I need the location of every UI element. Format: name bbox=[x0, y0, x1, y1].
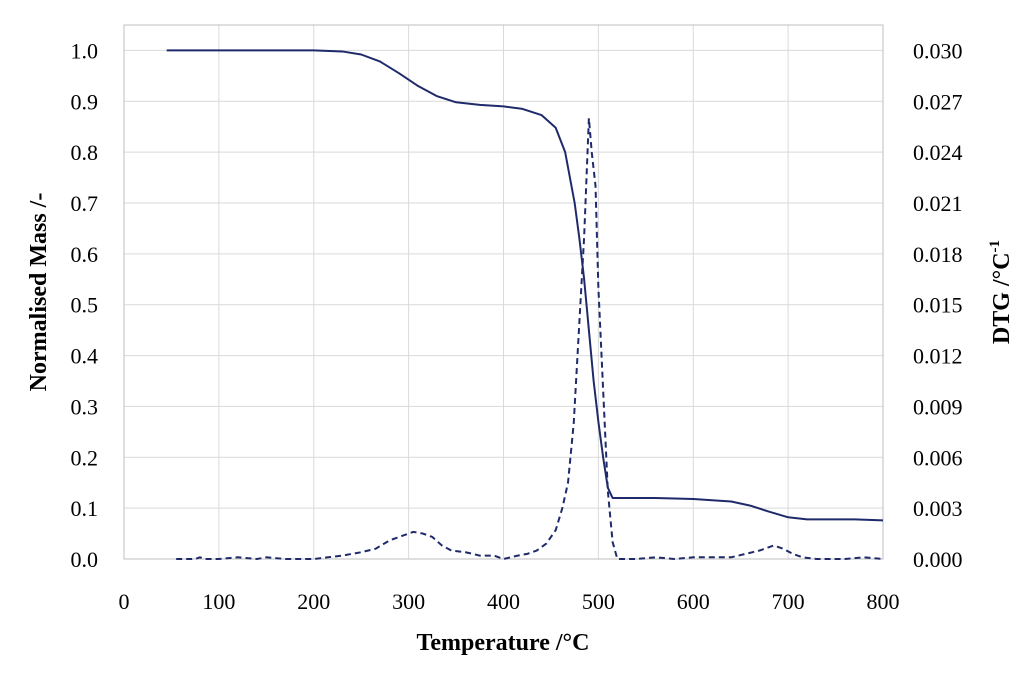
y2-tick-label: 0.003 bbox=[913, 496, 963, 521]
x-tick-label: 200 bbox=[297, 589, 330, 614]
y2-tick-label: 0.000 bbox=[913, 547, 963, 572]
y-tick-label: 0.1 bbox=[71, 496, 99, 521]
y-tick-label: 1.0 bbox=[71, 38, 99, 63]
y-tick-label: 0.6 bbox=[71, 242, 99, 267]
plot-area-frame bbox=[123, 24, 884, 560]
y-axis-title: Normalised Mass /- bbox=[26, 193, 52, 392]
x-tick-label: 300 bbox=[392, 589, 425, 614]
y2-tick-label: 0.009 bbox=[913, 394, 963, 419]
y-tick-label: 0.0 bbox=[71, 547, 99, 572]
y2-tick-label: 0.006 bbox=[913, 445, 963, 470]
y-tick-label: 0.8 bbox=[71, 140, 99, 165]
series-group bbox=[166, 49, 884, 560]
y2-axis-title: DTG /°C-1 bbox=[987, 240, 1015, 344]
x-tick-label: 500 bbox=[582, 589, 615, 614]
x-tick-label: 0 bbox=[119, 589, 130, 614]
x-axis-title: Temperature /°C bbox=[417, 630, 590, 656]
y2-axis-title-superscript: -1 bbox=[987, 240, 1003, 253]
x-tick-label: 400 bbox=[487, 589, 520, 614]
y-tick-label: 0.4 bbox=[71, 344, 99, 369]
y2-tick-label: 0.027 bbox=[913, 89, 963, 114]
dtg-series-line bbox=[176, 117, 884, 560]
y2-tick-label: 0.012 bbox=[913, 344, 963, 369]
y-tick-label: 0.9 bbox=[71, 89, 99, 114]
y-tick-label: 0.5 bbox=[71, 293, 99, 318]
y-tick-label: 0.2 bbox=[71, 445, 99, 470]
y2-tick-label: 0.024 bbox=[913, 140, 963, 165]
grid bbox=[123, 25, 884, 560]
y-tick-label: 0.3 bbox=[71, 394, 99, 419]
y-tick-label: 0.7 bbox=[71, 191, 99, 216]
y2-tick-label: 0.015 bbox=[913, 293, 963, 318]
mass-series-line bbox=[166, 49, 884, 522]
x-tick-label: 100 bbox=[202, 589, 235, 614]
y2-tick-label: 0.018 bbox=[913, 242, 963, 267]
y2-tick-label: 0.030 bbox=[913, 38, 963, 63]
y2-axis-title-main: DTG /°C bbox=[989, 252, 1015, 344]
tick-labels: 0 100 200 300 400 500 600 700 800 0.0 0.1 0.2 0.3 0.4… bbox=[71, 38, 963, 614]
y2-tick-label: 0.021 bbox=[913, 191, 963, 216]
x-tick-label: 700 bbox=[772, 589, 805, 614]
x-tick-label: 600 bbox=[677, 589, 710, 614]
x-tick-label: 800 bbox=[867, 589, 900, 614]
